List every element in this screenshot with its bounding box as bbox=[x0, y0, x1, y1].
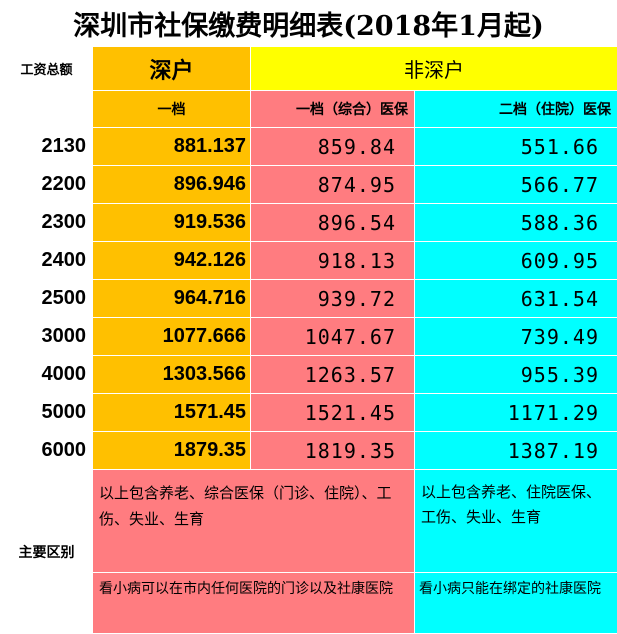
tier1-combined-cell: 896.54 bbox=[251, 204, 415, 242]
tier2-inpatient-cell: 1171.29 bbox=[415, 394, 617, 432]
tier1-combined-cell: 1047.67 bbox=[251, 318, 415, 356]
shenhu-cell: 1077.666 bbox=[93, 318, 251, 356]
wage-cell: 2200 bbox=[1, 166, 93, 204]
tier2-inpatient-header: 二档（住院）医保 bbox=[415, 91, 617, 128]
tier2-clinic-note: 看小病只能在绑定的社康医院 bbox=[415, 573, 617, 634]
total-wage-header: 工资总额 bbox=[1, 47, 93, 91]
tier2-inpatient-cell: 551.66 bbox=[415, 128, 617, 166]
tier2-inpatient-cell: 955.39 bbox=[415, 356, 617, 394]
tier2-coverage-note: 以上包含养老、住院医保、工伤、失业、生育 bbox=[415, 470, 617, 573]
shenhu-cell: 896.946 bbox=[93, 166, 251, 204]
wage-cell: 4000 bbox=[1, 356, 93, 394]
shenhu-cell: 1303.566 bbox=[93, 356, 251, 394]
shenhu-cell: 1571.45 bbox=[93, 394, 251, 432]
shenhu-header: 深户 bbox=[93, 47, 251, 91]
tier2-inpatient-cell: 1387.19 bbox=[415, 432, 617, 470]
tier1-coverage-note: 以上包含养老、综合医保（门诊、住院）、工伤、失业、生育 bbox=[93, 470, 415, 573]
wage-cell: 2500 bbox=[1, 280, 93, 318]
header-row-2: 一档 一档（综合）医保 二档（住院）医保 bbox=[1, 91, 617, 128]
tier1-combined-cell: 859.84 bbox=[251, 128, 415, 166]
tier2-inpatient-cell: 609.95 bbox=[415, 242, 617, 280]
shenhu-cell: 964.716 bbox=[93, 280, 251, 318]
tier1-clinic-note: 看小病可以在市内任何医院的门诊以及社康医院 bbox=[93, 573, 415, 634]
tier2-inpatient-cell: 566.77 bbox=[415, 166, 617, 204]
shenhu-cell: 942.126 bbox=[93, 242, 251, 280]
tier1-combined-cell: 918.13 bbox=[251, 242, 415, 280]
feishenhu-header: 非深户 bbox=[251, 47, 617, 91]
wage-cell: 5000 bbox=[1, 394, 93, 432]
clinic-row: 看小病可以在市内任何医院的门诊以及社康医院看小病只能在绑定的社康医院 bbox=[1, 573, 617, 634]
tier1-combined-header: 一档（综合）医保 bbox=[251, 91, 415, 128]
tier2-inpatient-cell: 739.49 bbox=[415, 318, 617, 356]
tier2-inpatient-cell: 588.36 bbox=[415, 204, 617, 242]
differences-row: 主要区别以上包含养老、综合医保（门诊、住院）、工伤、失业、生育以上包含养老、住院… bbox=[1, 470, 617, 573]
wage-cell: 2130 bbox=[1, 128, 93, 166]
wage-cell: 6000 bbox=[1, 432, 93, 470]
wage-cell: 2300 bbox=[1, 204, 93, 242]
tier1-combined-cell: 1819.35 bbox=[251, 432, 415, 470]
tier1-combined-cell: 1263.57 bbox=[251, 356, 415, 394]
tier2-inpatient-cell: 631.54 bbox=[415, 280, 617, 318]
tier1-combined-cell: 874.95 bbox=[251, 166, 415, 204]
shenhu-cell: 919.536 bbox=[93, 204, 251, 242]
shenhu-cell: 1879.35 bbox=[93, 432, 251, 470]
tier1-combined-cell: 1521.45 bbox=[251, 394, 415, 432]
differences-label: 主要区别 bbox=[1, 470, 93, 634]
tier1-combined-cell: 939.72 bbox=[251, 280, 415, 318]
wage-cell: 3000 bbox=[1, 318, 93, 356]
wage-cell: 2400 bbox=[1, 242, 93, 280]
empty-header-cell bbox=[1, 91, 93, 128]
header-row-1: 工资总额 深户 非深户 bbox=[1, 47, 617, 91]
page-title: 深圳市社保缴费明细表(2018年1月起) bbox=[0, 0, 617, 46]
shenhu-cell: 881.137 bbox=[93, 128, 251, 166]
tier1-header: 一档 bbox=[93, 91, 251, 128]
